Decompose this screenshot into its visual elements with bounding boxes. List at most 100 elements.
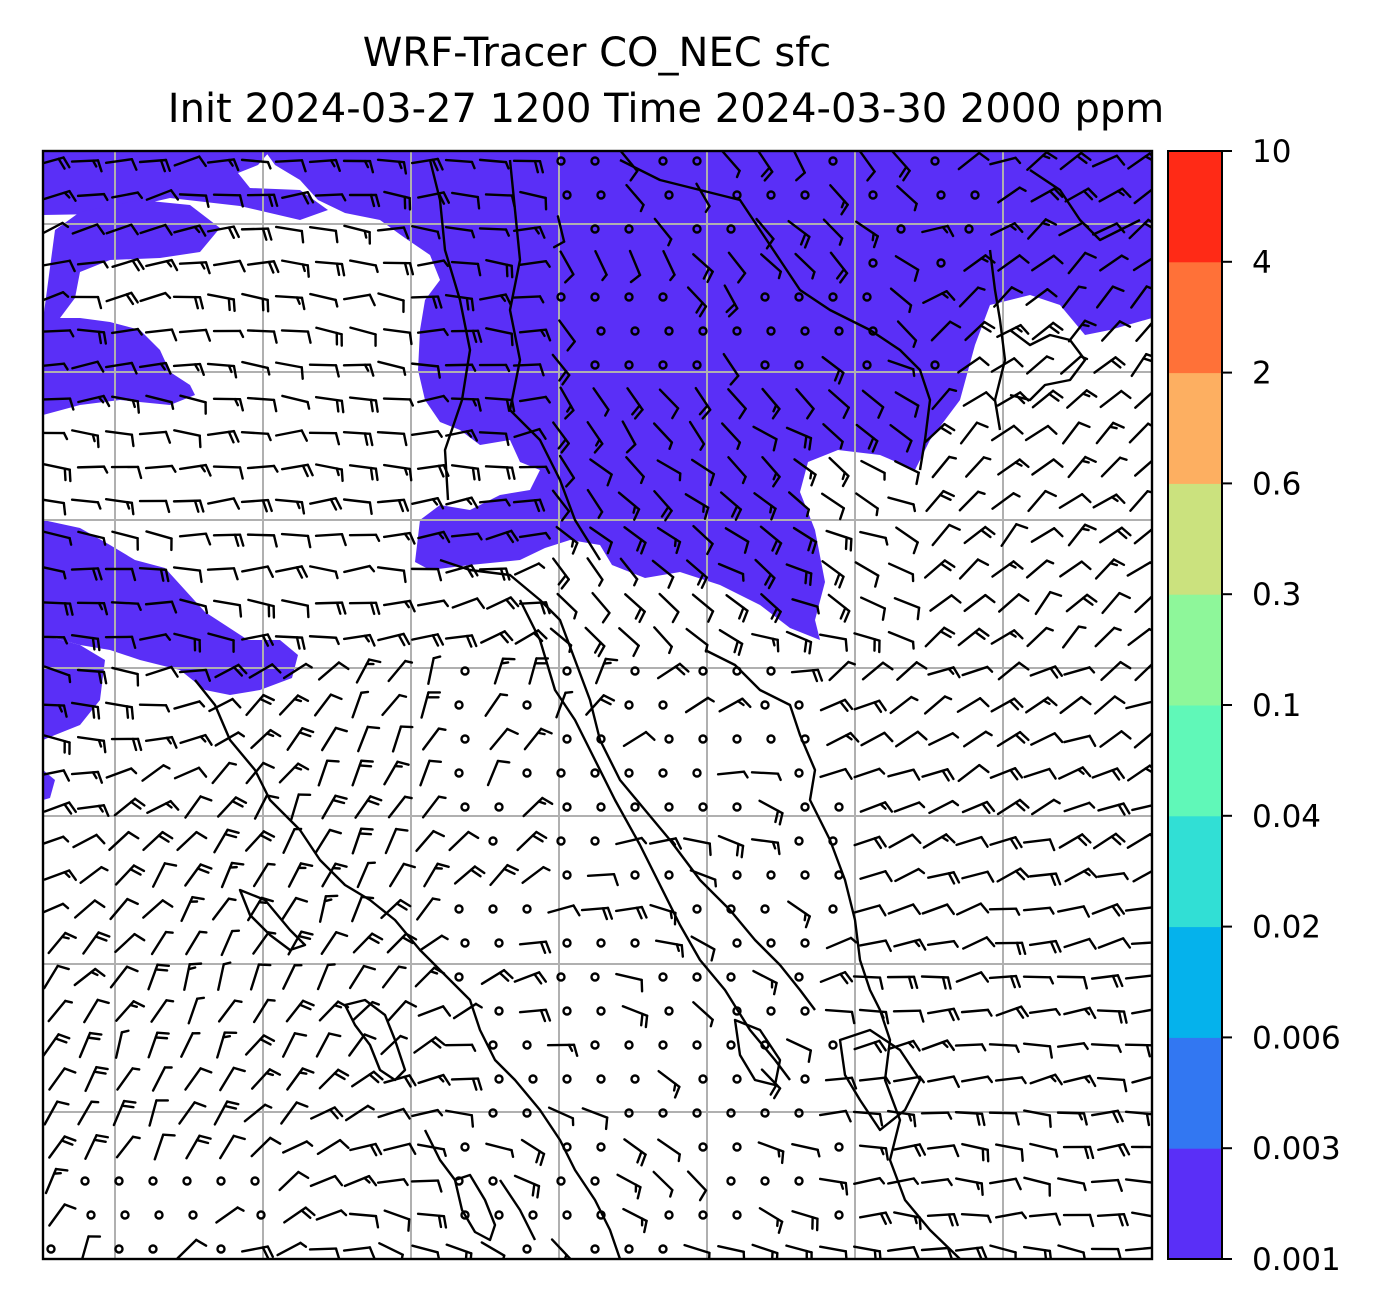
- wind-calm-marker: [562, 734, 572, 744]
- wind-barb: [111, 666, 140, 687]
- wind-barb: [342, 430, 374, 447]
- wind-calm-marker: [698, 1142, 708, 1152]
- wind-barb: [249, 963, 272, 991]
- wind-barb: [382, 261, 415, 276]
- tracer-region-west: [43, 318, 195, 415]
- wind-barb: [961, 870, 995, 883]
- wind-calm-marker: [664, 190, 674, 200]
- wind-barb: [382, 463, 413, 482]
- wind-barb: [853, 632, 881, 654]
- wind-barb: [184, 1067, 213, 1091]
- tracer-region-edge: [43, 770, 55, 800]
- wind-barb: [219, 1134, 246, 1160]
- wind-barb: [376, 226, 410, 240]
- wind-barb: [410, 567, 443, 582]
- wind-barb: [853, 1245, 882, 1259]
- wind-calm-marker: [624, 224, 634, 234]
- wind-barb: [145, 189, 180, 201]
- wind-barb: [625, 456, 645, 485]
- wind-barb: [1091, 767, 1126, 781]
- wind-barb: [411, 497, 445, 510]
- wind-barb: [787, 219, 811, 249]
- wind-barb: [376, 1178, 409, 1187]
- wind-barb: [961, 800, 996, 815]
- wind-barb: [520, 1138, 546, 1167]
- wind-barb: [244, 1034, 276, 1056]
- wind-barb: [988, 1043, 1020, 1054]
- wind-barb: [484, 693, 509, 717]
- wind-barb: [383, 190, 412, 211]
- wind-calm-marker: [896, 224, 906, 234]
- wind-barb: [926, 1144, 960, 1158]
- wind-barb: [996, 391, 1030, 407]
- coastline-gulf: [439, 558, 816, 1011]
- wind-barb: [417, 1005, 452, 1017]
- wind-barb: [213, 1100, 240, 1126]
- wind-barb: [518, 465, 551, 475]
- wind-barb: [652, 1170, 674, 1198]
- wind-barb: [178, 532, 212, 546]
- wind-barb: [1097, 1143, 1131, 1157]
- wind-calm-marker: [590, 836, 600, 846]
- wind-barb: [1034, 590, 1063, 616]
- wind-barb: [76, 804, 110, 818]
- wind-barb: [151, 1066, 173, 1092]
- wind-barb: [787, 900, 811, 929]
- wind-calm-marker: [732, 1142, 742, 1152]
- wind-barb: [113, 797, 146, 817]
- island-southwest-2: [453, 1173, 497, 1242]
- wind-barb: [450, 397, 482, 412]
- wind-barb: [485, 258, 514, 279]
- wind-barb: [115, 1135, 141, 1159]
- wind-barb: [892, 1075, 925, 1084]
- wind-calm-marker: [624, 292, 634, 302]
- wind-barb: [989, 156, 1022, 166]
- wind-barb: [252, 862, 276, 888]
- wind-barb: [43, 156, 71, 170]
- wind-barb: [1092, 222, 1126, 236]
- wind-barb: [240, 158, 272, 170]
- wind-calm-marker: [460, 802, 470, 812]
- wind-barb: [547, 1106, 575, 1127]
- wind-barb: [43, 869, 78, 882]
- wind-barb: [342, 633, 376, 647]
- wind-barb: [683, 837, 712, 857]
- wind-barb: [957, 356, 990, 374]
- wind-barb: [290, 793, 312, 821]
- wind-barb: [380, 1034, 408, 1056]
- wind-barb: [552, 421, 570, 454]
- wind-calm-marker: [760, 360, 770, 370]
- wind-barb: [423, 862, 450, 888]
- wind-barb: [1090, 1043, 1122, 1054]
- wind-barb: [212, 599, 243, 618]
- wind-barb: [692, 253, 714, 284]
- wind-barb: [654, 939, 685, 958]
- wind-calm-marker: [454, 1176, 464, 1186]
- colorbar-tick-label: 0.3: [1252, 577, 1301, 613]
- wind-barb: [1029, 665, 1064, 679]
- wind-calm-marker: [834, 326, 844, 336]
- wind-barb: [886, 975, 919, 990]
- wind-barb: [829, 184, 849, 216]
- tracer-region-main: [265, 151, 1152, 640]
- wind-barb: [282, 1140, 314, 1154]
- wind-barb: [179, 598, 209, 615]
- wind-barb: [387, 1000, 418, 1022]
- wind-barb: [895, 526, 919, 555]
- wind-barb: [104, 430, 135, 448]
- wind-barb: [616, 1173, 642, 1200]
- wind-barb: [753, 492, 777, 521]
- wind-barb: [71, 223, 106, 236]
- wind-calm-marker: [794, 1108, 804, 1118]
- wind-barb: [185, 1134, 212, 1160]
- wind-calm-marker: [658, 360, 668, 370]
- wind-barb: [717, 834, 745, 859]
- wind-barb: [723, 284, 739, 318]
- wind-barb: [1124, 1246, 1152, 1252]
- wind-calm-marker: [528, 1074, 538, 1084]
- colorbar-segment: [1168, 926, 1222, 1038]
- wind-barb: [71, 429, 100, 449]
- wind-barb: [241, 565, 274, 578]
- wind-barb: [819, 767, 853, 780]
- wind-barb: [351, 895, 375, 923]
